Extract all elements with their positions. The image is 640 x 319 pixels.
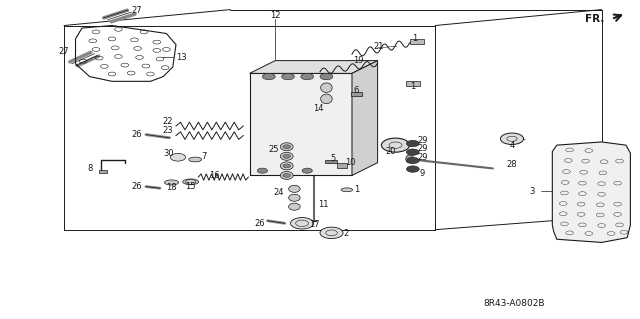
Text: 1: 1 xyxy=(355,185,360,194)
Text: 27: 27 xyxy=(59,47,69,56)
Text: 27: 27 xyxy=(131,6,141,15)
Ellipse shape xyxy=(189,157,202,162)
Ellipse shape xyxy=(280,171,293,179)
Circle shape xyxy=(282,73,294,80)
Circle shape xyxy=(406,157,419,164)
Text: 21: 21 xyxy=(374,42,384,51)
Ellipse shape xyxy=(183,179,198,185)
Circle shape xyxy=(283,154,291,158)
Circle shape xyxy=(406,149,419,155)
Circle shape xyxy=(291,218,314,229)
Circle shape xyxy=(283,174,291,177)
Ellipse shape xyxy=(406,155,413,163)
Text: 25: 25 xyxy=(268,145,278,154)
Text: 22: 22 xyxy=(163,117,173,126)
Ellipse shape xyxy=(341,188,353,192)
Text: 20: 20 xyxy=(385,147,396,156)
Circle shape xyxy=(320,227,343,239)
Polygon shape xyxy=(352,61,378,175)
Polygon shape xyxy=(552,142,630,242)
Ellipse shape xyxy=(289,203,300,210)
Ellipse shape xyxy=(321,83,332,93)
Ellipse shape xyxy=(289,185,300,192)
Text: 10: 10 xyxy=(346,158,356,167)
Polygon shape xyxy=(250,61,378,73)
Text: 24: 24 xyxy=(273,189,284,197)
Circle shape xyxy=(320,73,333,80)
Text: 19: 19 xyxy=(353,56,364,65)
Circle shape xyxy=(257,168,268,173)
Text: 26: 26 xyxy=(255,219,265,228)
Text: 4: 4 xyxy=(509,141,515,150)
Bar xyxy=(351,92,362,96)
Text: 29: 29 xyxy=(417,153,428,162)
Text: 29: 29 xyxy=(417,145,428,153)
Circle shape xyxy=(262,73,275,80)
Text: 8R43-A0802B: 8R43-A0802B xyxy=(483,299,545,308)
Text: 1: 1 xyxy=(410,82,415,91)
Ellipse shape xyxy=(280,162,293,170)
Circle shape xyxy=(406,166,419,172)
Text: 30: 30 xyxy=(163,149,173,158)
Text: 13: 13 xyxy=(176,53,186,62)
Text: 14: 14 xyxy=(313,104,323,113)
Text: 6: 6 xyxy=(353,86,358,95)
Text: 5: 5 xyxy=(330,154,335,163)
Bar xyxy=(250,73,352,175)
Bar xyxy=(99,170,107,173)
Circle shape xyxy=(283,164,291,168)
Text: 29: 29 xyxy=(417,136,428,145)
Text: 26: 26 xyxy=(131,182,141,191)
Text: 3: 3 xyxy=(529,187,534,196)
Bar xyxy=(410,39,424,44)
Text: 17: 17 xyxy=(310,220,320,229)
Text: 11: 11 xyxy=(318,200,328,209)
Text: 23: 23 xyxy=(163,126,173,135)
Text: 7: 7 xyxy=(201,152,206,161)
Bar xyxy=(337,163,347,168)
Bar xyxy=(406,81,420,86)
Text: FR.: FR. xyxy=(586,14,605,24)
Text: 2: 2 xyxy=(343,229,348,238)
Text: 8: 8 xyxy=(88,164,93,173)
Text: 15: 15 xyxy=(186,182,196,191)
Ellipse shape xyxy=(321,94,332,104)
Text: 28: 28 xyxy=(507,160,517,169)
Circle shape xyxy=(381,138,410,152)
Circle shape xyxy=(302,168,312,173)
Text: 1: 1 xyxy=(412,34,417,43)
Circle shape xyxy=(283,145,291,149)
Bar xyxy=(325,160,337,163)
Ellipse shape xyxy=(280,143,293,151)
Ellipse shape xyxy=(164,180,179,185)
Circle shape xyxy=(170,153,186,161)
Circle shape xyxy=(301,73,314,80)
Text: 12: 12 xyxy=(270,11,280,20)
Ellipse shape xyxy=(289,194,300,201)
Circle shape xyxy=(500,133,524,145)
Text: 26: 26 xyxy=(131,130,141,139)
Ellipse shape xyxy=(280,152,293,160)
Text: 9: 9 xyxy=(420,169,425,178)
Text: 18: 18 xyxy=(166,183,177,192)
Circle shape xyxy=(406,140,419,147)
Text: 16: 16 xyxy=(209,171,220,180)
